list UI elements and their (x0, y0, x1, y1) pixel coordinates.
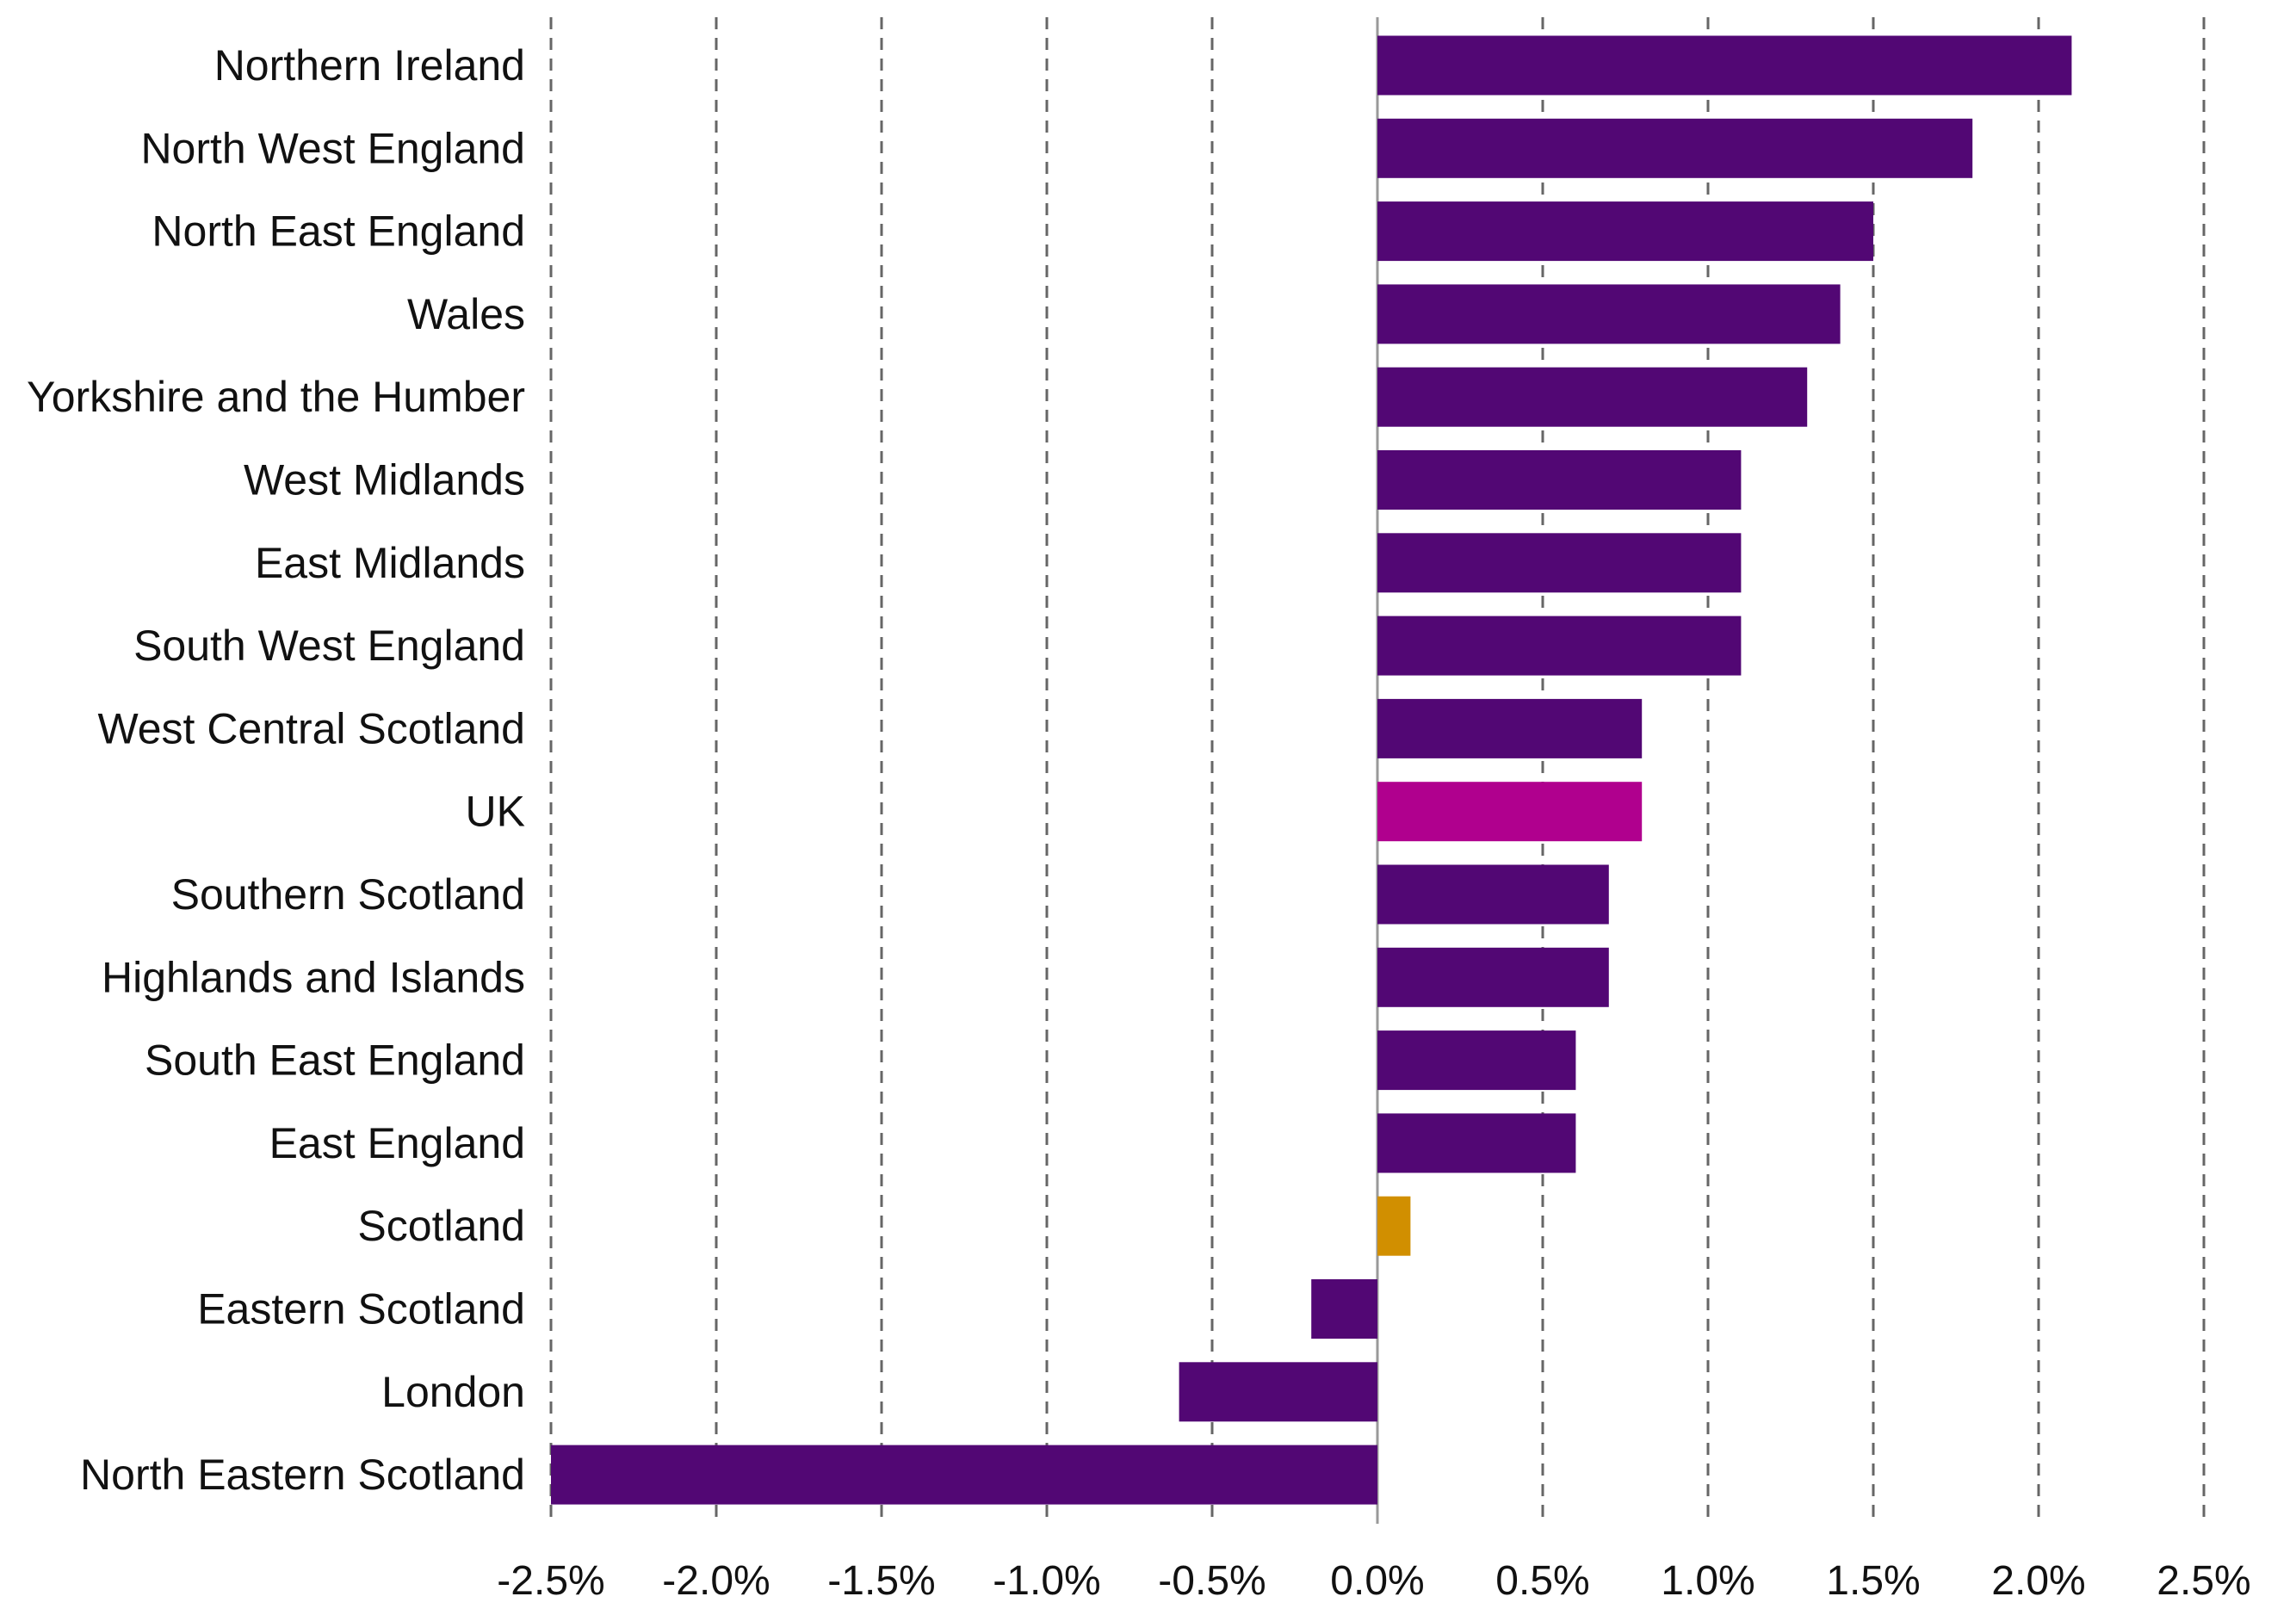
category-label: North East England (152, 207, 525, 256)
bar (1377, 450, 1742, 510)
bar (1311, 1279, 1377, 1339)
category-label: UK (466, 788, 525, 836)
bar (1377, 1196, 1411, 1256)
bar (1377, 947, 1609, 1007)
bar (1377, 35, 2072, 96)
x-tick-label: 2.5% (2157, 1558, 2250, 1604)
bar (1377, 1030, 1576, 1091)
x-tick-label: 1.5% (1826, 1558, 1920, 1604)
category-label: London (381, 1368, 525, 1416)
category-label: Yorkshire and the Humber (27, 373, 525, 421)
category-label: East England (269, 1119, 525, 1167)
x-tick-label: -0.5% (1158, 1558, 1266, 1604)
bar (1377, 616, 1742, 676)
category-label: North West England (140, 124, 525, 172)
category-label: West Midlands (244, 456, 525, 504)
bar (1377, 201, 1873, 262)
category-label: Southern Scotland (171, 870, 525, 919)
bar (1377, 864, 1609, 925)
bar (551, 1445, 1377, 1505)
bar (1377, 533, 1742, 593)
x-tick-label: 2.0% (1991, 1558, 2085, 1604)
category-label: North Eastern Scotland (80, 1451, 525, 1499)
x-tick-label: -1.5% (827, 1558, 935, 1604)
category-label: Wales (407, 290, 525, 338)
grid-lines (549, 17, 2206, 1524)
bar (1377, 367, 1808, 427)
bar (1179, 1362, 1377, 1422)
x-tick-label: 0.5% (1495, 1558, 1589, 1604)
x-tick-label: 1.0% (1661, 1558, 1754, 1604)
category-label: South East England (145, 1036, 525, 1085)
x-tick-label: -1.0% (993, 1558, 1100, 1604)
bar (1377, 1113, 1576, 1173)
x-tick-label: -2.0% (662, 1558, 770, 1604)
category-label: East Midlands (255, 539, 525, 587)
bar (1377, 118, 1973, 178)
bars (551, 35, 2072, 1505)
bar (1377, 698, 1643, 758)
x-tick-label: -2.5% (497, 1558, 604, 1604)
category-label: Northern Ireland (214, 41, 525, 90)
x-tick-labels: -2.5% -2.0% -1.5% -1.0% -0.5% 0.0% 0.5% 1.0% 1.5… (497, 1558, 2250, 1604)
category-label: West Central Scotland (97, 704, 525, 752)
x-tick-label: 0.0% (1330, 1558, 1424, 1604)
category-label: South West England (133, 622, 525, 670)
category-label: Eastern Scotland (197, 1285, 525, 1333)
category-labels: Northern Ireland North West England North … (27, 41, 525, 1499)
bar (1377, 782, 1643, 842)
category-label: Highlands and Islands (102, 953, 525, 1001)
category-label: Scotland (357, 1202, 525, 1250)
bar (1377, 284, 1841, 344)
